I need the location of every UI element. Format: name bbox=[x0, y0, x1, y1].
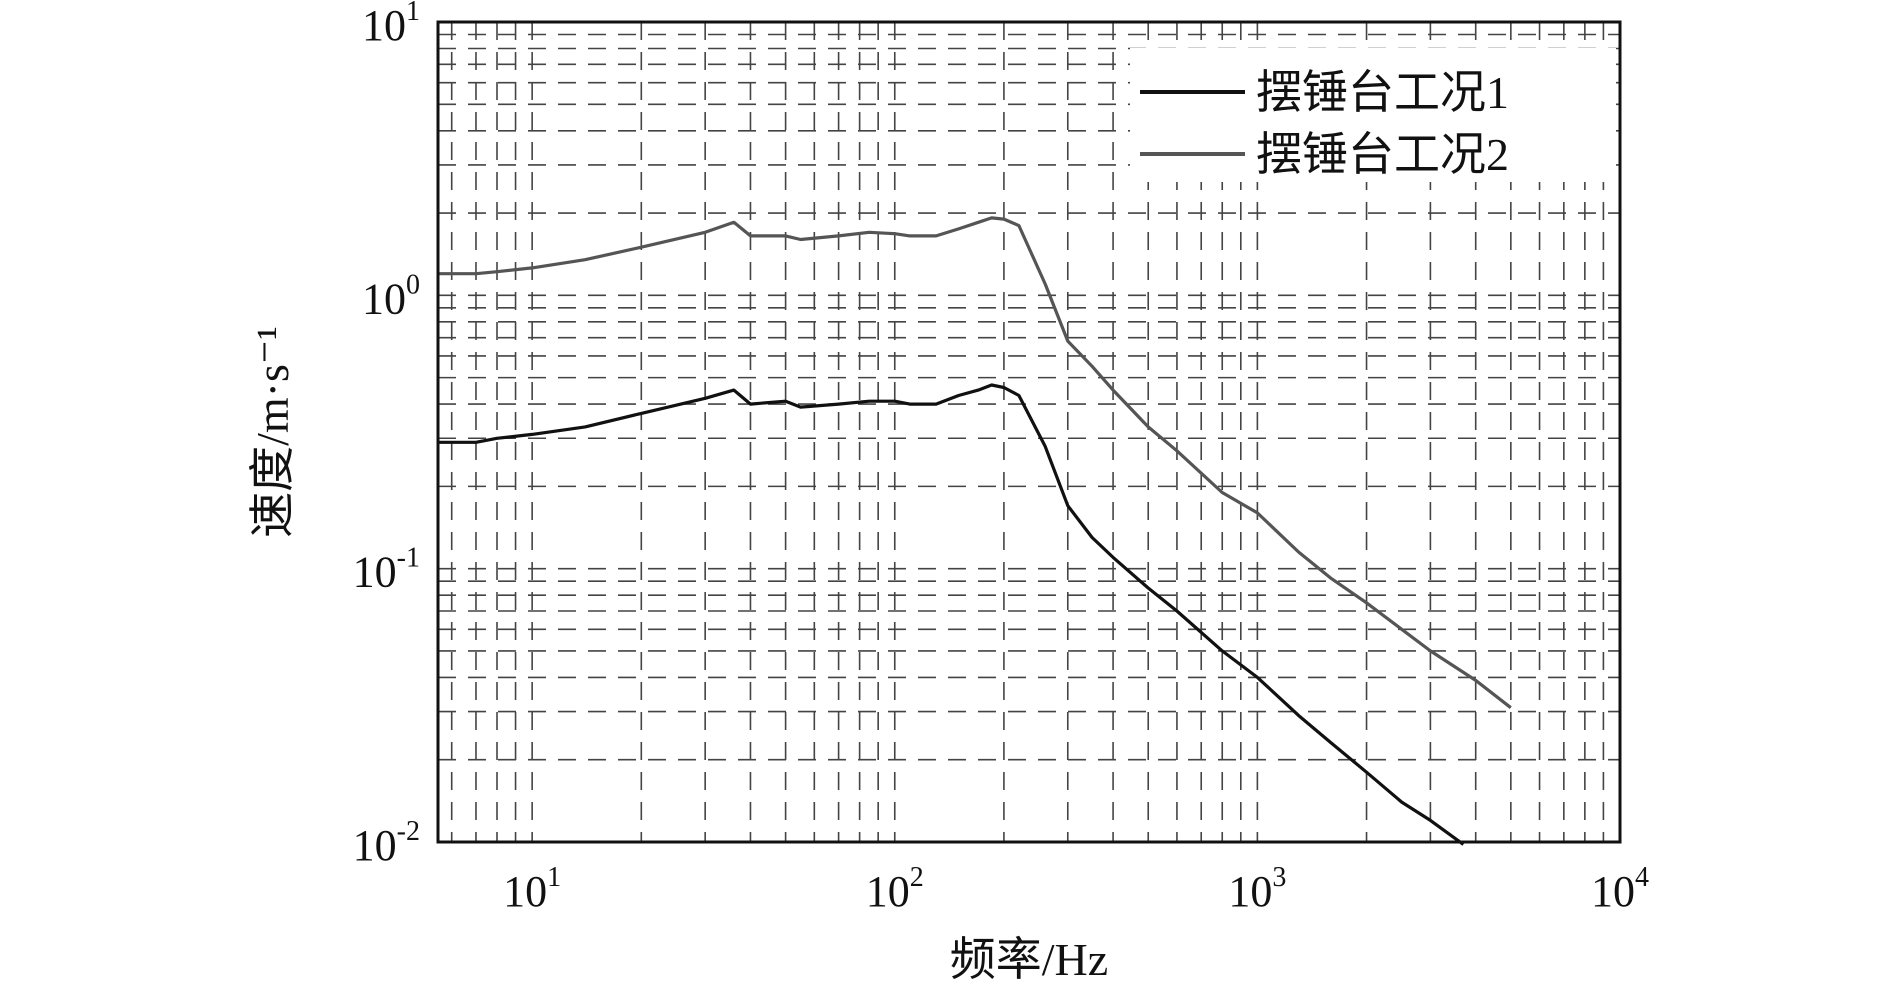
y-tick-label: 10-1 bbox=[353, 543, 420, 597]
legend-label-series-2: 摆锤台工况2 bbox=[1256, 129, 1509, 180]
x-tick-labels: 101 102 103 104 bbox=[503, 862, 1649, 916]
x-tick-label: 101 bbox=[503, 862, 561, 916]
legend: 摆锤台工况1 摆锤台工况2 bbox=[1130, 48, 1616, 182]
y-axis-label: 速度/m·s⁻¹ bbox=[247, 326, 298, 538]
x-tick-label: 103 bbox=[1228, 862, 1286, 916]
y-tick-label: 101 bbox=[362, 0, 420, 50]
series-line-2 bbox=[438, 216, 1512, 709]
y-tick-label: 10-2 bbox=[353, 816, 420, 870]
series-lines bbox=[438, 216, 1512, 846]
x-tick-label: 104 bbox=[1591, 862, 1649, 916]
y-tick-label: 100 bbox=[362, 269, 420, 323]
plot-frame bbox=[436, 20, 1622, 844]
x-axis-label: 频率/Hz bbox=[950, 934, 1108, 985]
legend-label-series-1: 摆锤台工况1 bbox=[1256, 67, 1509, 118]
y-tick-labels: 10-2 10-1 100 101 bbox=[353, 0, 420, 870]
x-tick-label: 102 bbox=[866, 862, 924, 916]
series-line-1 bbox=[438, 383, 1465, 846]
legend-background bbox=[1130, 48, 1616, 182]
